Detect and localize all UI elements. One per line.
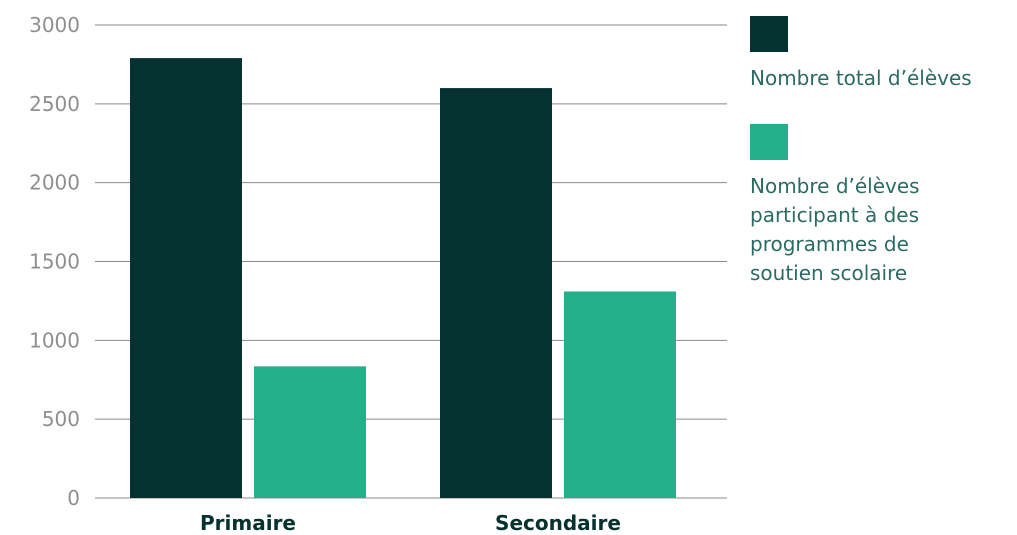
y-tick-label: 1000 (29, 328, 80, 352)
bar-secondaire-series-1 (440, 88, 552, 499)
y-tick-label: 3000 (29, 13, 80, 37)
legend-swatch-support (750, 124, 788, 160)
bar-primaire-series-1 (130, 58, 242, 499)
y-tick-label: 1500 (29, 250, 80, 274)
y-tick-label: 2000 (29, 171, 80, 195)
legend-label-total: Nombre total d’élèves (750, 66, 972, 90)
bar-secondaire-series-2 (564, 291, 676, 498)
x-tick-label-secondaire: Secondaire (495, 511, 621, 535)
y-tick-label: 500 (42, 407, 80, 431)
legend-swatch-total (750, 16, 788, 52)
x-tick-label-primaire: Primaire (200, 511, 296, 535)
y-tick-label: 0 (67, 486, 80, 510)
legend-item-total: Nombre total d’élèves (750, 16, 972, 93)
bar-chart: 0 500 1000 1500 2000 2500 3000 Primaire Seconda… (29, 13, 727, 535)
x-axis-tick-labels: Primaire Secondaire (200, 511, 621, 535)
legend-item-support: Nombre d’élèves participant à des progra… (750, 124, 980, 288)
bar-primaire-series-2 (254, 366, 366, 498)
legend-label-support: Nombre d’élèves participant à des progra… (750, 174, 920, 285)
y-axis-tick-labels: 0 500 1000 1500 2000 2500 3000 (29, 13, 80, 510)
y-tick-label: 2500 (29, 92, 80, 116)
bars (130, 58, 676, 499)
